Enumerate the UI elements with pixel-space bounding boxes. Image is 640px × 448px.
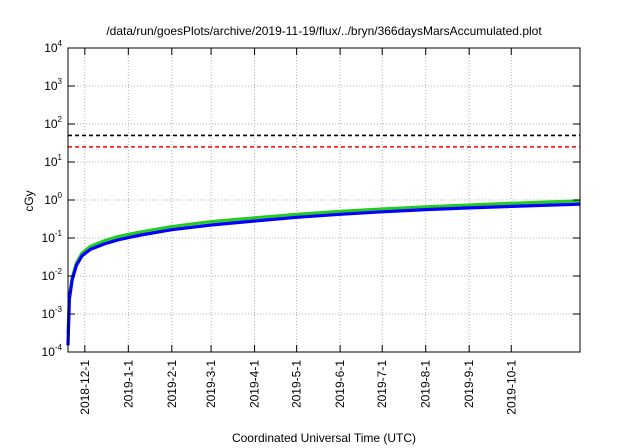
y-tick-label: 10-3 bbox=[42, 305, 63, 321]
y-tick-label: 103 bbox=[44, 77, 62, 93]
y-tick-label: 10-4 bbox=[42, 343, 63, 359]
x-tick-label: 2019-2-1 bbox=[165, 360, 179, 408]
y-tick-label: 101 bbox=[44, 153, 62, 169]
x-tick-label: 2019-10-1 bbox=[504, 360, 518, 415]
reference-lines bbox=[68, 134, 580, 148]
x-tick-label: 2018-12-1 bbox=[78, 360, 92, 415]
x-tick-label: 2019-9-1 bbox=[462, 360, 476, 408]
x-tick-label: 2019-4-1 bbox=[248, 360, 262, 408]
grid bbox=[68, 48, 580, 352]
x-tick-label: 2019-5-1 bbox=[290, 360, 304, 408]
x-tick-label: 2019-8-1 bbox=[419, 360, 433, 408]
series-line bbox=[66, 202, 581, 346]
y-axis-label: cGy bbox=[22, 190, 36, 211]
y-tick-label: 102 bbox=[44, 115, 62, 131]
y-axis: 10-4 10-3 10-2 10-1 100 101 102 103 104 bbox=[42, 39, 580, 359]
y-tick-label: 104 bbox=[44, 39, 62, 55]
x-tick-label: 2019-6-1 bbox=[333, 360, 347, 408]
chart-title: /data/run/goesPlots/archive/2019-11-19/f… bbox=[106, 24, 542, 38]
series-lines bbox=[66, 199, 581, 346]
x-tick-label: 2019-3-1 bbox=[204, 360, 218, 408]
x-tick-label: 2019-1-1 bbox=[121, 360, 135, 408]
y-tick-label: 10-1 bbox=[42, 229, 63, 245]
y-tick-label: 100 bbox=[44, 191, 62, 207]
x-axis: 2018-12-1 2019-1-1 2019-2-1 2019-3-1 2019-4-… bbox=[78, 48, 518, 415]
y-tick-label: 10-2 bbox=[42, 267, 63, 283]
x-tick-label: 2019-7-1 bbox=[375, 360, 389, 408]
x-axis-label: Coordinated Universal Time (UTC) bbox=[232, 431, 416, 445]
